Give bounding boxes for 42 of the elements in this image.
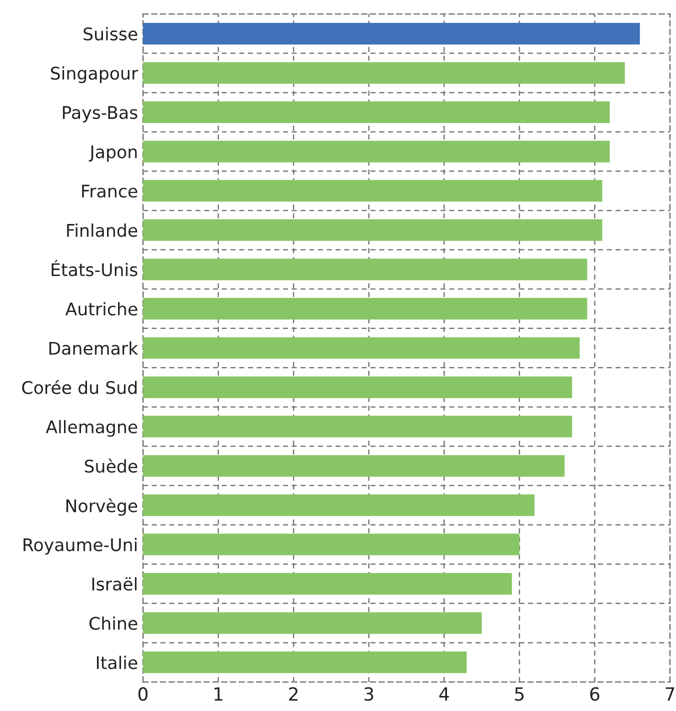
y-tick-label: États-Unis (52, 260, 138, 276)
x-tick-label: 5 (515, 687, 524, 701)
y-tick-label: Singapour (50, 66, 138, 84)
bar (143, 258, 588, 280)
bar (143, 376, 572, 398)
y-tick-label: Israël (92, 577, 137, 591)
x-tick-label: 4 (439, 687, 449, 701)
bar (143, 455, 565, 477)
bar (143, 62, 625, 84)
y-tick-label: Chine (89, 616, 138, 630)
y-tick-label: Japon (88, 145, 137, 162)
x-tick-label: 2 (289, 687, 298, 701)
y-tick-label: Finlande (67, 224, 138, 237)
x-tick-label: 6 (590, 687, 600, 701)
bar (143, 140, 610, 162)
bar (143, 101, 610, 124)
bar (143, 572, 512, 595)
y-tick-label: Suisse (84, 27, 138, 40)
y-tick-label: Norvège (66, 498, 138, 516)
x-tick-label: 1 (214, 687, 222, 701)
y-tick-label: Pays-Bas (62, 106, 138, 122)
x-tick-label: 0 (138, 687, 148, 701)
y-tick-label: Danemark (49, 341, 138, 355)
bar (143, 416, 572, 438)
bar (143, 612, 482, 634)
x-tick-label: 3 (364, 687, 374, 701)
y-tick-label: Royaume-Uni (24, 538, 137, 555)
bar (143, 534, 520, 556)
bar (143, 219, 602, 241)
bar (143, 337, 580, 359)
x-tick-label: 7 (666, 687, 674, 701)
y-tick-label: Allemagne (46, 420, 138, 437)
y-tick-label: Italie (96, 656, 138, 670)
y-tick-label: Corée du Sud (22, 380, 137, 394)
bar (143, 494, 534, 516)
bar (143, 652, 467, 674)
bar (143, 298, 588, 320)
y-tick-label: Suède (84, 458, 138, 473)
y-tick-label: France (82, 184, 138, 198)
y-tick-label: Autriche (65, 302, 138, 316)
bar (143, 180, 602, 202)
bar (143, 22, 640, 44)
